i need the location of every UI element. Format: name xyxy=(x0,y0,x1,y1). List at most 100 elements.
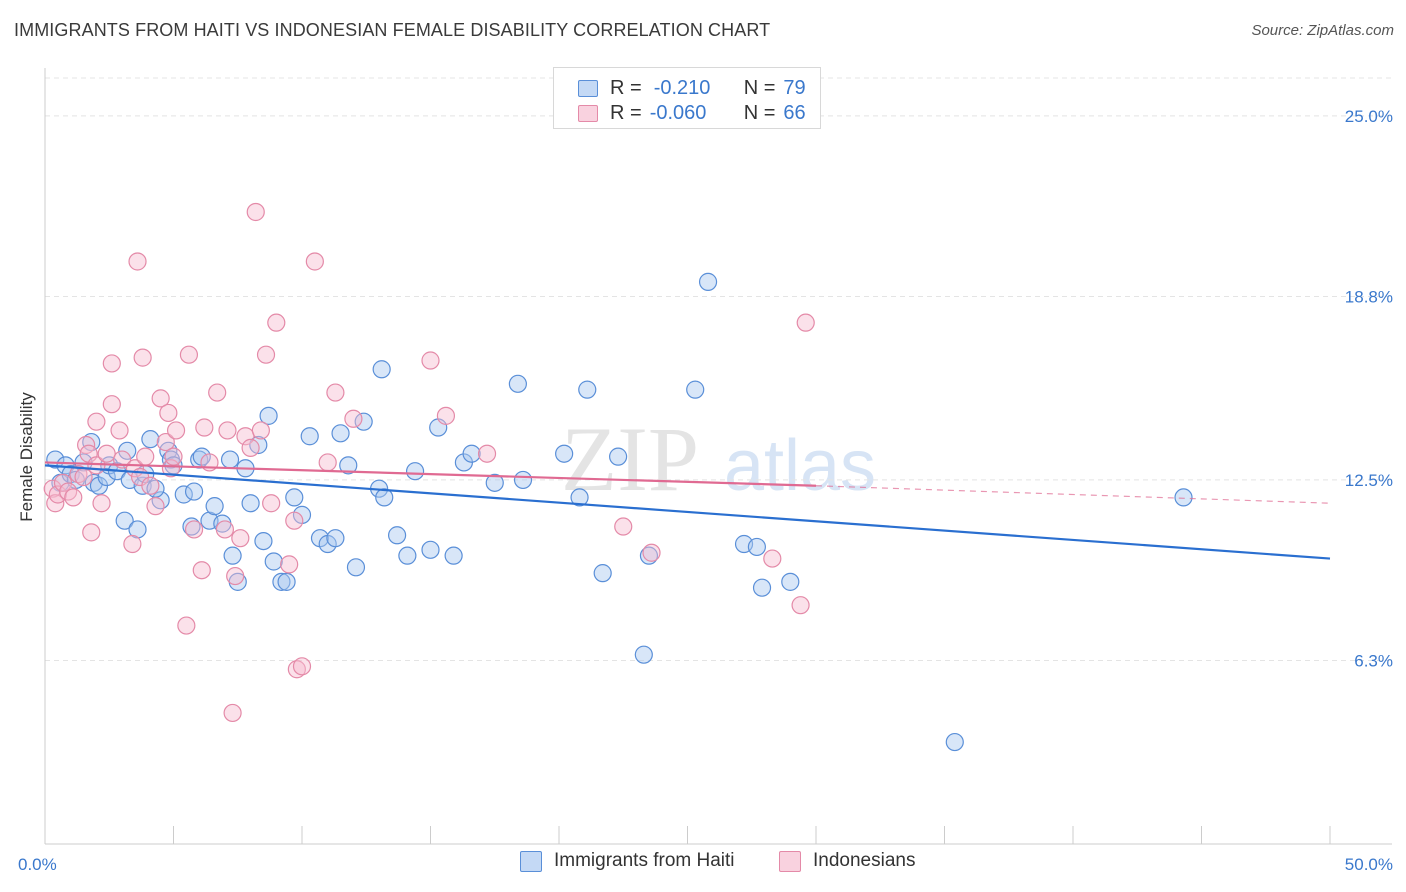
y-axis-label: Female Disability xyxy=(17,392,36,522)
legend-row-indonesians: R = -0.060 N = 66 xyxy=(578,101,806,125)
legend-r-label: R = xyxy=(610,101,642,124)
data-point-haiti xyxy=(97,467,116,487)
trend-line-haiti xyxy=(44,464,1331,560)
data-point-haiti xyxy=(326,529,345,548)
data-point-indonesians xyxy=(136,447,155,466)
data-point-indonesians xyxy=(184,520,204,539)
legend-row-haiti: R = -0.210 N = 79 xyxy=(578,76,806,100)
watermark-zip: ZIP xyxy=(561,408,699,510)
stats-legend: R = -0.210 N = 79 R = -0.060 N = 66 xyxy=(553,67,821,129)
chart-source: Source: ZipAtlas.com xyxy=(1251,22,1394,39)
data-point-indonesians xyxy=(246,202,265,222)
legend-n-label: N = xyxy=(743,76,776,99)
data-point-indonesians xyxy=(436,406,456,425)
data-point-haiti xyxy=(272,572,291,591)
data-point-indonesians xyxy=(141,476,160,495)
data-point-haiti xyxy=(174,485,193,504)
data-point-indonesians xyxy=(218,421,237,440)
legend-swatch-blue xyxy=(578,79,598,97)
data-point-indonesians xyxy=(64,488,83,507)
x-tick-label: 50.0% xyxy=(1345,855,1393,874)
data-point-haiti xyxy=(254,531,273,551)
trend-line-indonesians-extrapolated xyxy=(815,485,1331,504)
data-point-haiti xyxy=(639,546,659,565)
legend-r-value: -0.210 xyxy=(653,76,711,99)
data-point-indonesians xyxy=(791,596,810,615)
y-tick-label: 12.5% xyxy=(1345,471,1393,490)
data-point-indonesians xyxy=(92,494,111,513)
axes xyxy=(44,68,1392,845)
x-tick-label: 0.0% xyxy=(18,855,57,874)
data-point-haiti xyxy=(513,470,533,490)
data-point-indonesians xyxy=(796,313,815,332)
series-legend: Immigrants from Haiti Indonesians xyxy=(0,850,1406,878)
data-point-indonesians xyxy=(164,447,183,466)
data-point-indonesians xyxy=(123,534,142,554)
data-point-indonesians xyxy=(192,561,211,580)
data-point-indonesians xyxy=(102,395,121,414)
data-point-indonesians xyxy=(285,511,304,530)
data-point-indonesians xyxy=(110,421,129,440)
data-point-haiti xyxy=(1174,488,1193,507)
data-point-haiti xyxy=(609,447,628,466)
watermark-atlas: atlas xyxy=(724,426,876,506)
series-indonesians-points xyxy=(43,202,815,723)
data-point-indonesians xyxy=(318,453,337,472)
data-point-haiti xyxy=(241,494,260,513)
legend-r-value: -0.060 xyxy=(649,101,707,124)
data-point-indonesians xyxy=(208,383,227,402)
y-tick-label: 18.8% xyxy=(1345,287,1393,306)
data-point-indonesians xyxy=(43,479,62,498)
tick-labels: 6.3% 12.5% 18.8% 25.0% 0.0% 50.0% xyxy=(18,107,1393,874)
data-point-indonesians xyxy=(287,660,306,679)
y-tick-label: 6.3% xyxy=(1354,652,1393,671)
y-tick-label: 25.0% xyxy=(1345,107,1393,126)
data-point-haiti xyxy=(223,546,242,565)
data-point-indonesians xyxy=(251,421,270,440)
data-point-indonesians xyxy=(48,485,67,504)
data-point-indonesians xyxy=(262,494,281,513)
data-point-indonesians xyxy=(146,497,165,516)
data-point-indonesians xyxy=(215,520,234,539)
legend-n-value: 66 xyxy=(783,101,806,124)
data-point-indonesians xyxy=(477,444,497,463)
data-point-indonesians xyxy=(292,657,312,676)
legend-item-haiti[interactable]: Immigrants from Haiti xyxy=(520,850,735,872)
data-point-haiti xyxy=(686,380,705,399)
data-point-haiti xyxy=(300,427,319,446)
data-point-indonesians xyxy=(256,345,276,364)
data-point-haiti xyxy=(331,424,350,443)
data-point-indonesians xyxy=(161,459,181,478)
data-point-indonesians xyxy=(156,432,175,452)
data-point-indonesians xyxy=(82,523,101,542)
chart-title: IMMIGRANTS FROM HAITI VS INDONESIAN FEMA… xyxy=(14,20,771,40)
data-point-haiti xyxy=(205,497,224,516)
data-point-indonesians xyxy=(53,473,73,492)
data-point-indonesians xyxy=(223,703,242,723)
data-point-haiti xyxy=(285,488,304,507)
data-point-haiti xyxy=(421,540,440,559)
data-point-haiti xyxy=(508,374,527,393)
data-point-indonesians xyxy=(166,421,186,440)
data-point-indonesians xyxy=(344,409,363,428)
data-point-indonesians xyxy=(128,252,147,271)
legend-swatch-blue xyxy=(520,850,542,872)
legend-r-label: R = xyxy=(610,76,642,99)
data-point-indonesians xyxy=(326,383,345,402)
legend-item-indonesians[interactable]: Indonesians xyxy=(779,850,915,872)
trend-line-indonesians xyxy=(44,461,817,487)
data-point-indonesians xyxy=(179,345,199,364)
data-point-indonesians xyxy=(102,354,121,373)
data-point-indonesians xyxy=(280,555,299,574)
data-point-haiti xyxy=(264,552,283,571)
series-haiti-points xyxy=(46,272,1193,752)
data-point-haiti xyxy=(184,482,204,501)
data-point-indonesians xyxy=(305,252,324,271)
data-point-indonesians xyxy=(133,348,152,367)
data-point-haiti xyxy=(372,360,391,379)
data-point-haiti xyxy=(115,511,134,530)
data-point-haiti xyxy=(593,564,612,583)
data-point-haiti xyxy=(444,546,463,565)
legend-n-value: 79 xyxy=(783,76,806,99)
